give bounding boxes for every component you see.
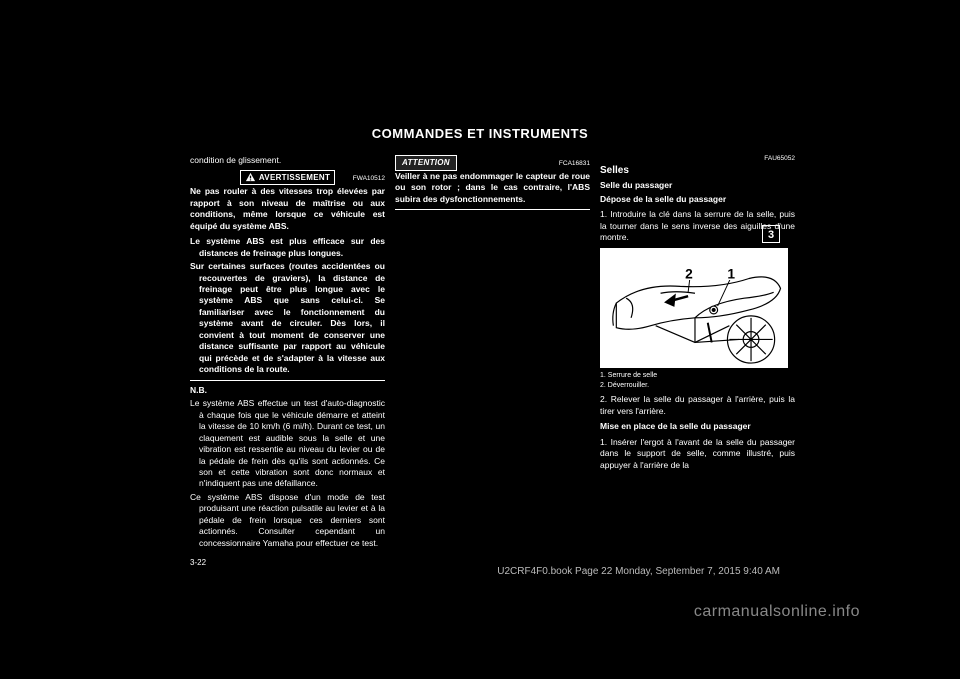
page-number: 3-22 <box>190 558 206 567</box>
install-title: Mise en place de la selle du passager <box>600 421 795 432</box>
column-3: FAU65052 Selles Selle du passager Dépose… <box>600 155 795 475</box>
divider-2 <box>395 209 590 210</box>
warning-badge: AVERTISSEMENT <box>240 170 335 185</box>
install-step-1: 1. Insérer l'ergot à l'avant de la selle… <box>600 437 795 471</box>
doc-reference: U2CRF4F0.book Page 22 Monday, September … <box>497 566 780 577</box>
figure-label-1: 1 <box>727 266 735 281</box>
column-1: condition de glissement. AVERTISSEMENT F… <box>190 155 385 551</box>
attention-body: Veiller à ne pas endommager le capteur d… <box>395 171 590 205</box>
seat-lock-figure: 1 2 <box>600 248 788 368</box>
warning-bullet-2: Sur certaines surfaces (routes accidenté… <box>190 261 385 376</box>
tip-bullet-1: Le système ABS effectue un test d'auto-d… <box>190 398 385 490</box>
motorcycle-illustration: 1 2 <box>601 249 787 367</box>
warning-body: Ne pas rouler à des vitesses trop élevée… <box>190 186 385 232</box>
step-1: 1. Introduire la clé dans la serrure de … <box>600 209 795 243</box>
seat-title: Selles <box>600 164 795 178</box>
figure-label-2: 2 <box>685 266 693 281</box>
intro-text: condition de glissement. <box>190 155 385 166</box>
passenger-seat-title: Selle du passager <box>600 180 795 191</box>
warning-label: AVERTISSEMENT <box>259 173 330 184</box>
watermark: carmanualsonline.info <box>694 603 860 621</box>
warning-bullet-1: Le système ABS est plus efficace sur des… <box>190 236 385 259</box>
tip-label: N.B. <box>190 385 385 396</box>
attention-badge: ATTENTION <box>395 155 457 171</box>
warning-triangle-icon <box>245 172 256 183</box>
divider <box>190 380 385 381</box>
attention-label: ATTENTION <box>402 158 450 167</box>
figure-caption-2: 2. Déverrouiller. <box>600 382 795 390</box>
chapter-title: COMMANDES ET INSTRUMENTS <box>180 126 780 141</box>
remove-title: Dépose de la selle du passager <box>600 194 795 205</box>
column-2: ATTENTION FCA16831 Veiller à ne pas endo… <box>395 155 590 214</box>
step-2: 2. Relever la selle du passager à l'arri… <box>600 394 795 417</box>
figure-caption-1: 1. Serrure de selle <box>600 372 795 380</box>
tip-bullet-2: Ce système ABS dispose d'un mode de test… <box>190 492 385 549</box>
page: COMMANDES ET INSTRUMENTS 3 condition de … <box>0 0 960 679</box>
seat-code: FAU65052 <box>600 155 795 164</box>
